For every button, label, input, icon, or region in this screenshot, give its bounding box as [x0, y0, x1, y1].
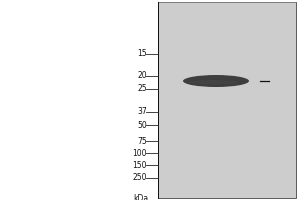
Bar	[158, 2, 296, 198]
Ellipse shape	[183, 75, 249, 87]
Text: 37: 37	[137, 108, 147, 116]
Text: 75: 75	[137, 136, 147, 146]
Text: 25: 25	[137, 84, 147, 93]
Ellipse shape	[188, 80, 238, 84]
Text: 150: 150	[133, 160, 147, 170]
Text: kDa: kDa	[134, 194, 148, 200]
Text: 100: 100	[133, 148, 147, 158]
Text: 250: 250	[133, 173, 147, 182]
Text: 20: 20	[137, 72, 147, 80]
Text: 50: 50	[137, 120, 147, 130]
Text: 15: 15	[137, 49, 147, 58]
Bar	[158, 2, 296, 198]
